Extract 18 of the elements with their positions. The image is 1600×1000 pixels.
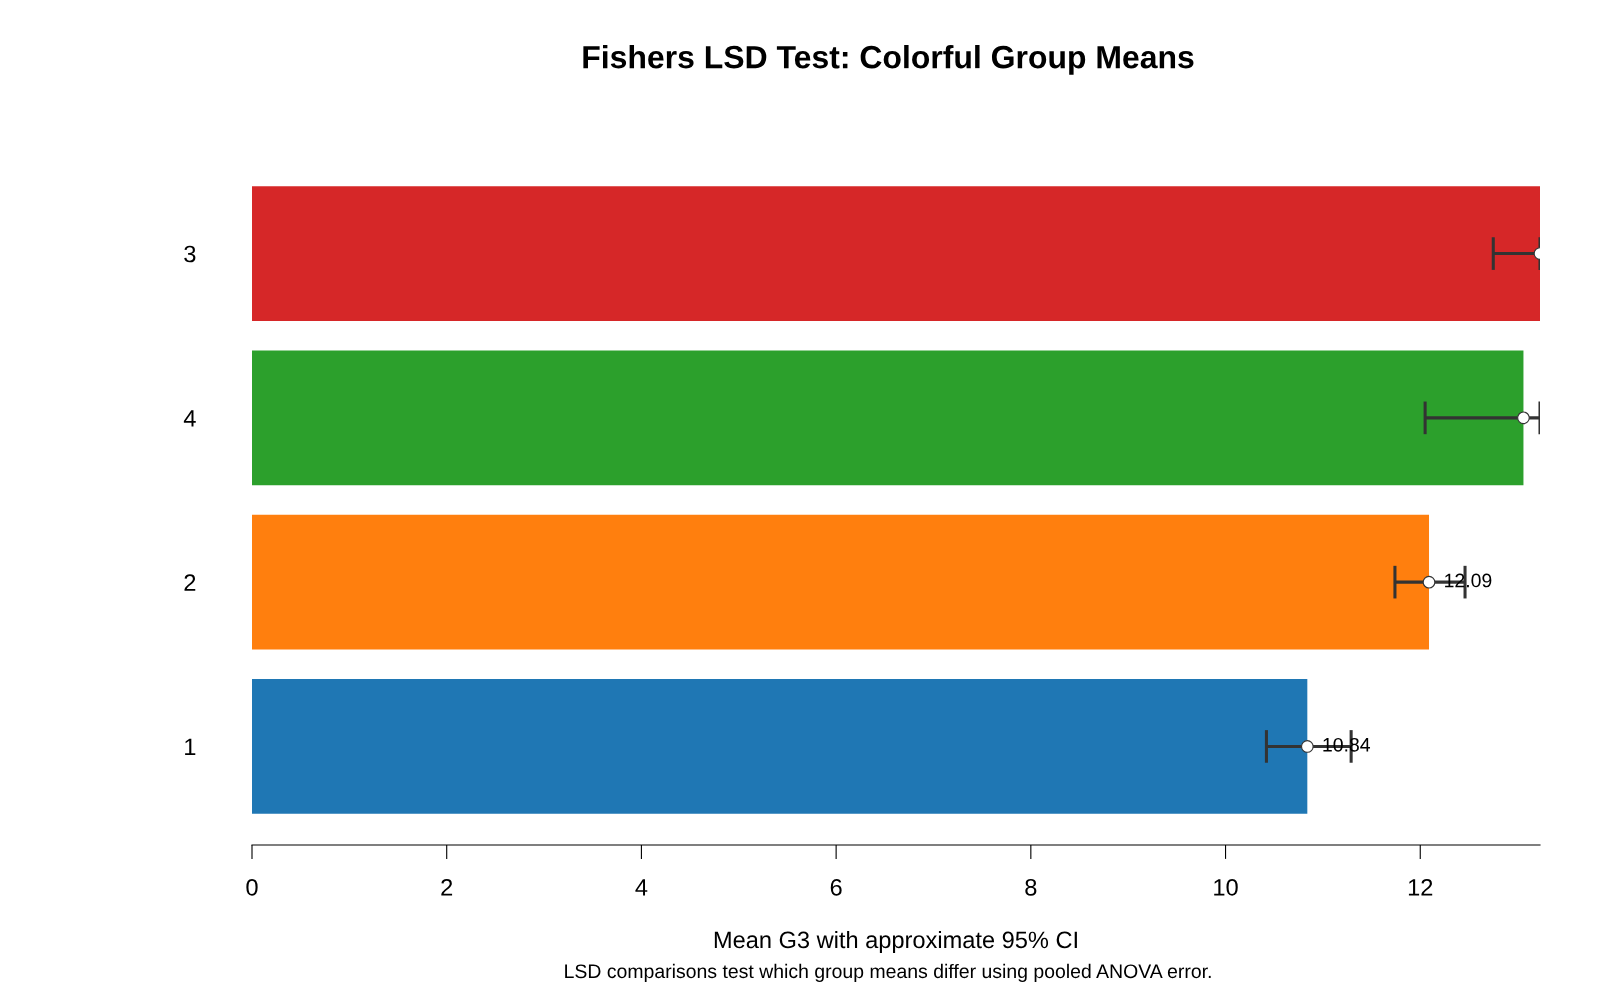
y-tick-label: 4 [183,410,196,427]
y-tick-label: 1 [185,738,196,755]
x-tick-label: 8 [1025,878,1037,896]
x-axis-title: Mean G3 with approximate 95% CI [714,930,1077,953]
bar [252,679,1308,814]
x-tick-label: 4 [635,879,648,896]
y-tick-label: 3 [184,245,196,263]
x-tick-label: 0 [246,878,258,896]
bar [252,514,1430,650]
bar [252,186,1540,321]
x-tick-label: 6 [830,878,842,896]
x-tick-label: 12 [1408,878,1433,896]
x-tick-label: 10 [1214,878,1238,896]
x-tick-label: 2 [441,878,453,896]
chart-title: Fishers LSD Test: Colorful Group Means [583,45,1194,75]
text: LSD comparisons test which group means differ using pooled ANOVA error. [565,963,1211,982]
y-tick-label: 2 [184,574,196,591]
bar [252,350,1524,486]
